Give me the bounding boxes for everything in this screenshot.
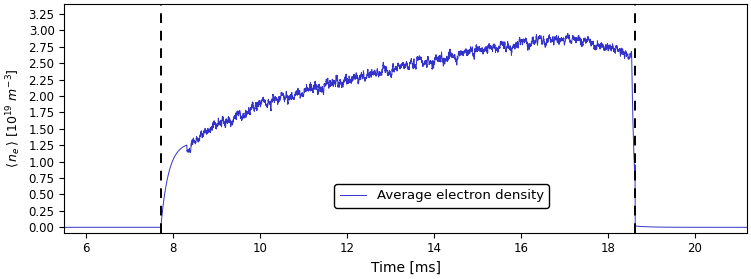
Average electron density [742, 226, 751, 229]
Y-axis label: $\langle\, n_e\, \rangle\ [10^{19}\ m^{-3}]$: $\langle\, n_e\, \rangle\ [10^{19}\ m^{-… [5, 68, 23, 168]
Average electron density [493, 50, 502, 54]
Average electron density [602, 46, 611, 49]
X-axis label: Time [ms]: Time [ms] [370, 261, 441, 275]
Average electron density [566, 39, 575, 43]
Average electron density [563, 32, 572, 35]
Line: Average electron density: Average electron density [65, 33, 746, 227]
Average electron density [94, 226, 103, 229]
Average electron density [60, 226, 69, 229]
Legend: Average electron density: Average electron density [334, 184, 549, 208]
Average electron density [307, 83, 316, 86]
Average electron density [463, 52, 472, 55]
